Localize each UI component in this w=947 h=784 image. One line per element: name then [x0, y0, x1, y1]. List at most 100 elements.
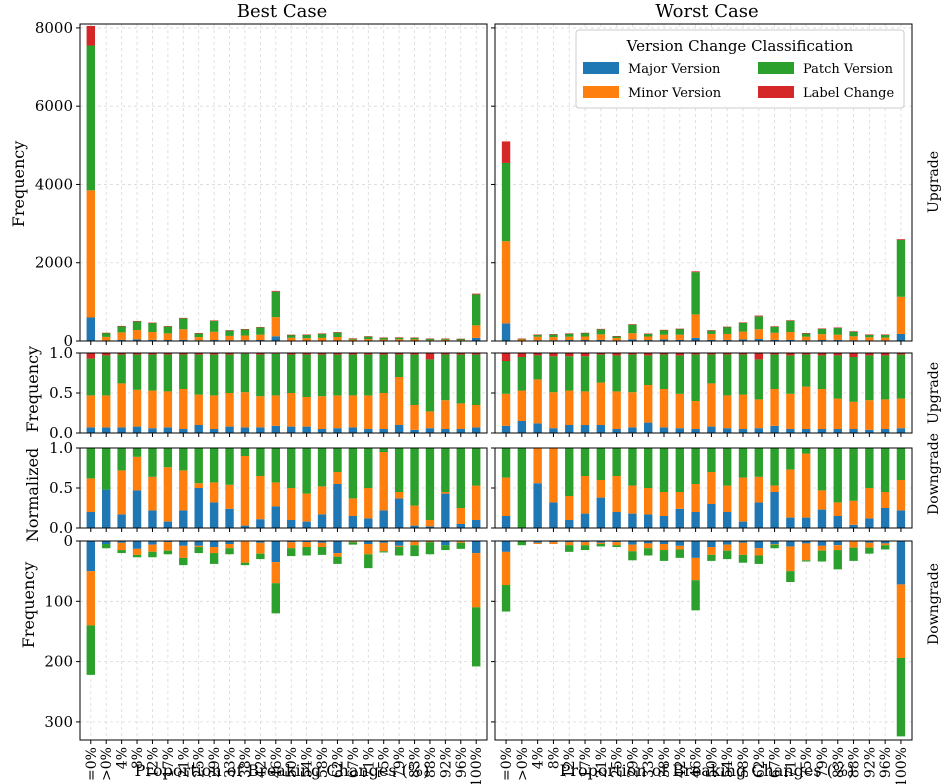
- bar-minor-version: [425, 411, 435, 429]
- bar-minor-version: [770, 485, 779, 492]
- bar-patch-version: [410, 545, 419, 557]
- bar-major-version: [148, 428, 157, 433]
- y-tick-label: 0: [63, 332, 73, 350]
- x-tick-label: =100%: [894, 747, 910, 784]
- bar-patch-version: [317, 354, 327, 397]
- bar-patch-version: [317, 448, 327, 487]
- bar-label-change: [472, 353, 481, 355]
- bar-minor-version: [896, 398, 906, 429]
- bar-minor-version: [379, 393, 388, 429]
- bar-patch-version: [348, 338, 358, 340]
- bar-label-change: [517, 338, 527, 340]
- x-tick-label: 38%: [657, 747, 673, 778]
- bar-minor-version: [849, 541, 858, 548]
- bar-label-change: [225, 330, 234, 331]
- bar-minor-version: [644, 543, 653, 549]
- bar-patch-version: [659, 448, 669, 492]
- bar-label-change: [364, 353, 373, 355]
- bar-label-change: [833, 353, 842, 356]
- bar-minor-version: [722, 485, 732, 512]
- bar-label-change: [533, 353, 542, 356]
- legend: Version Change Classification Major Vers…: [575, 29, 905, 109]
- bar-patch-version: [148, 322, 157, 332]
- column-title-worst: Worst Case: [655, 1, 758, 22]
- x-tick-label: 71%: [783, 747, 799, 778]
- legend-box: [575, 29, 905, 109]
- bar-major-version: [549, 541, 558, 543]
- bar-major-version: [240, 427, 250, 433]
- bar-label-change: [738, 322, 748, 323]
- facet-label-upgrade-abs: Upgrade: [926, 151, 942, 213]
- bar-label-change: [786, 353, 795, 356]
- bar-patch-version: [472, 354, 481, 405]
- bar-patch-version: [817, 550, 827, 562]
- bar-minor-version: [865, 488, 874, 519]
- bar-patch-version: [691, 580, 700, 611]
- bar-patch-version: [441, 354, 450, 401]
- bar-patch-version: [287, 448, 296, 488]
- bar-patch-version: [596, 329, 606, 335]
- panel-best_down_norm: 0.0 0.5 1.0: [49, 439, 488, 537]
- bar-label-change: [456, 338, 465, 340]
- bar-label-change: [722, 353, 732, 355]
- bar-label-change: [865, 353, 874, 356]
- legend-label-patch: Patch Version: [803, 62, 894, 77]
- bar-patch-version: [817, 328, 827, 335]
- x-tick-label: 79%: [392, 747, 408, 778]
- bar-patch-version: [148, 448, 157, 477]
- x-tick-label: 25%: [610, 747, 626, 778]
- bar-minor-version: [472, 405, 481, 428]
- bar-label-change: [348, 353, 358, 355]
- bar-minor-version: [379, 452, 388, 511]
- bar-minor-version: [691, 557, 700, 581]
- bar-patch-version: [209, 553, 219, 564]
- legend-swatch-major: [583, 62, 619, 74]
- bar-major-version: [896, 333, 906, 341]
- bar-major-version: [410, 525, 419, 528]
- x-tick-label: 67%: [768, 747, 784, 778]
- bar-major-version: [333, 484, 342, 528]
- bar-patch-version: [786, 355, 795, 394]
- bar-minor-version: [132, 330, 142, 340]
- x-tick-label: 33%: [641, 747, 657, 778]
- axes-frame: [494, 23, 913, 342]
- axes-frame: [494, 447, 913, 529]
- bar-minor-version: [86, 478, 95, 512]
- bar-major-version: [348, 516, 358, 528]
- bar-major-version: [163, 521, 173, 528]
- bar-major-version: [117, 427, 126, 433]
- bar-minor-version: [517, 339, 527, 341]
- bar-minor-version: [240, 335, 250, 341]
- bar-patch-version: [394, 448, 404, 492]
- bar-major-version: [628, 513, 637, 528]
- bar-major-version: [86, 317, 95, 341]
- bar-label-change: [317, 333, 327, 334]
- bar-label-change: [501, 353, 511, 361]
- bar-patch-version: [754, 359, 763, 400]
- bar-major-version: [738, 429, 748, 433]
- bar-label-change: [659, 329, 669, 331]
- bar-minor-version: [148, 544, 157, 552]
- bar-label-change: [801, 353, 811, 355]
- bar-label-change: [833, 327, 842, 328]
- x-tick-label: =0%: [84, 747, 100, 781]
- bar-minor-version: [302, 397, 311, 427]
- bar-patch-version: [675, 355, 685, 394]
- bar-minor-version: [456, 508, 465, 524]
- x-tick-label: 92%: [438, 747, 454, 778]
- x-tick-label: 4%: [115, 747, 131, 769]
- bar-minor-version: [754, 399, 763, 429]
- bar-major-version: [287, 426, 296, 433]
- bar-patch-version: [659, 330, 669, 335]
- bar-minor-version: [394, 545, 404, 548]
- bar-major-version: [817, 541, 827, 546]
- bar-minor-version: [722, 333, 732, 340]
- bar-major-version: [302, 426, 311, 433]
- bar-minor-version: [865, 400, 874, 430]
- bar-major-version: [225, 508, 234, 528]
- bar-minor-version: [348, 541, 358, 543]
- bar-minor-version: [659, 492, 669, 516]
- bar-patch-version: [225, 548, 234, 555]
- bar-minor-version: [644, 336, 653, 341]
- bar-patch-version: [533, 334, 542, 337]
